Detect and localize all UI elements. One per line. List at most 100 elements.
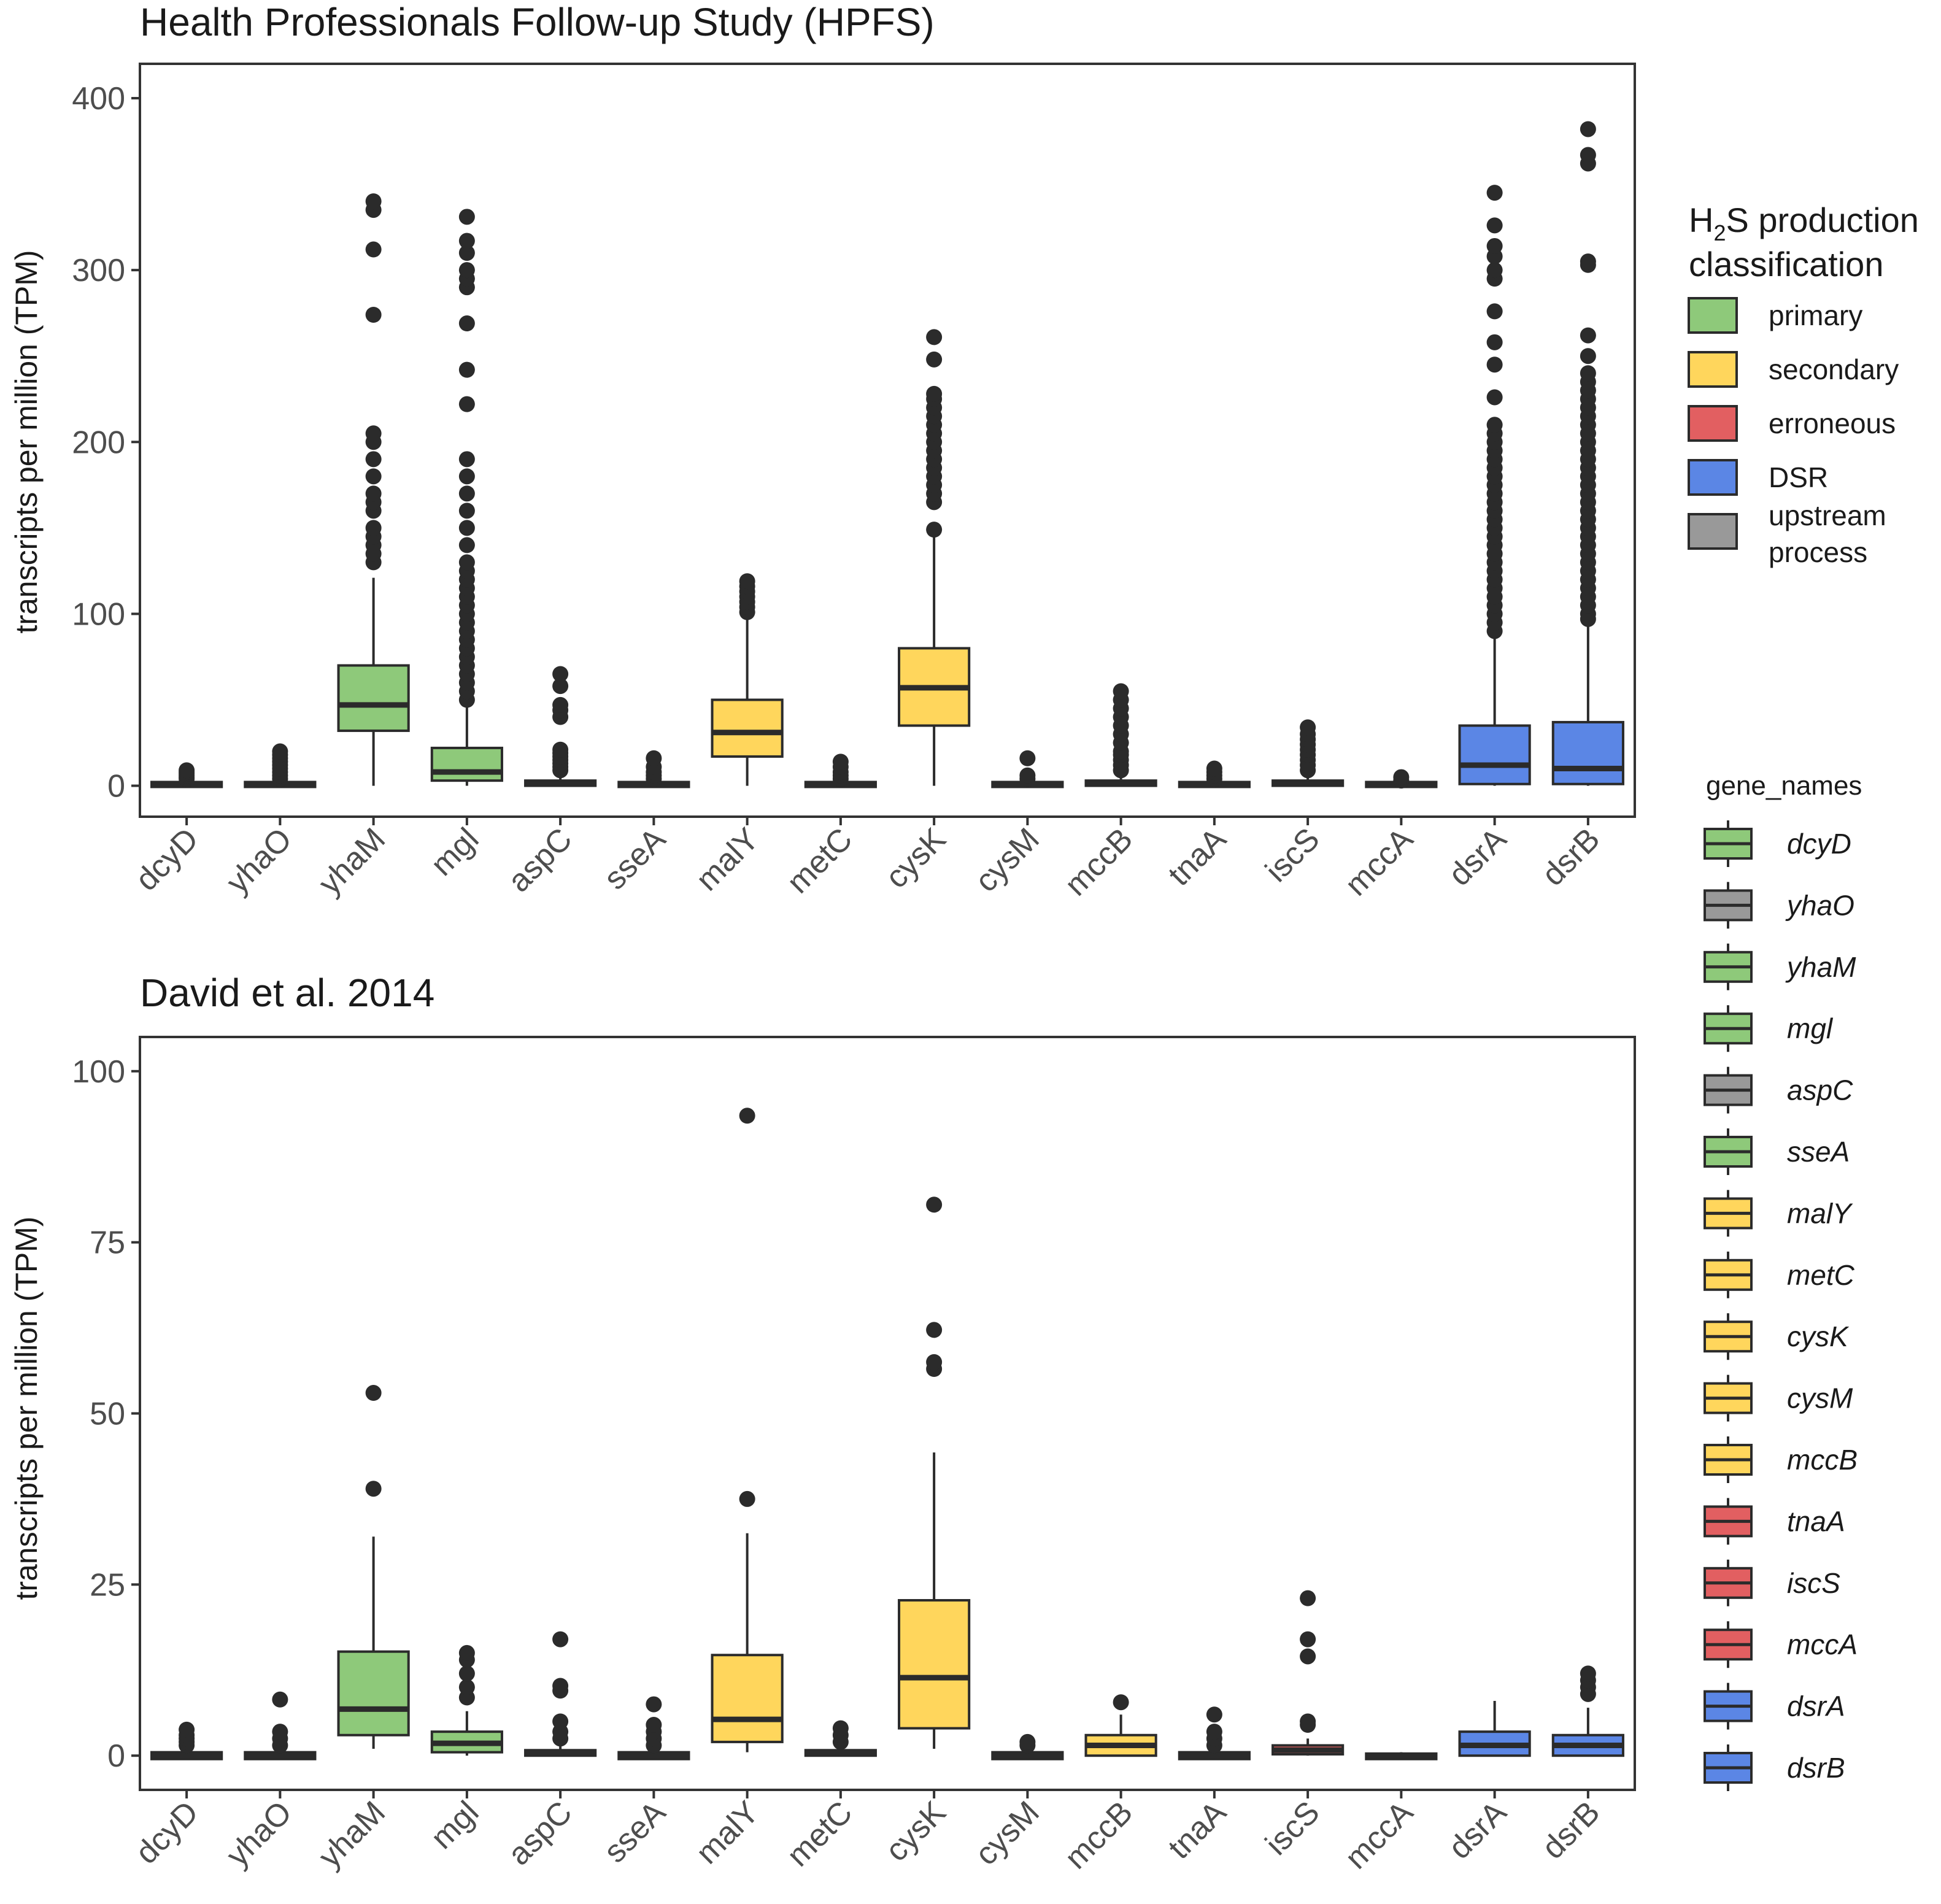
box-dsrA [1458,185,1531,786]
legend-item-aspC: aspC [1704,1066,1853,1114]
legend-label: primary [1769,299,1862,331]
box-sseA [617,1696,690,1760]
legend-item-mccA: mccA [1704,1621,1858,1668]
outlier-point [365,468,382,485]
box-mgl [430,209,503,786]
x-tick-label: malY [689,1794,766,1871]
box-plot-series [150,121,1624,789]
box-dsrA [1458,1700,1531,1757]
box-cysM [991,1733,1064,1760]
outlier-point [458,245,475,261]
outlier-point [646,1696,662,1713]
outlier-point [272,743,288,760]
x-tick-label: iscS [1259,821,1326,888]
x-tick-label: tnaA [1162,1794,1233,1866]
legend-item-DSR: DSR [1688,459,1828,496]
outlier-point [1580,121,1596,137]
outlier-point [1580,365,1596,382]
outlier-point [646,1717,662,1733]
box-dcyD [150,1721,223,1760]
box-metC [804,1720,877,1757]
y-axis-label: transcripts per million (TPM) [9,250,44,633]
outlier-point [1300,1590,1316,1606]
box-dsrB [1551,1665,1624,1757]
outlier-point [1206,1724,1222,1740]
legend-label: mgl [1787,1012,1834,1044]
panel-title: Health Professionals Follow-up Study (HP… [140,0,935,44]
x-tick-labels: dcyD yhaO yhaM mgl aspC sseA malY metC cysK cysM m… [129,1790,1607,1876]
legend-label: malY [1787,1197,1853,1229]
x-tick-label: mccB [1058,1794,1140,1876]
panel-hpfs: Health Professionals Follow-up Study (HP… [9,0,1636,903]
outlier-point [1300,1648,1316,1665]
x-tick-label: dsrA [1441,821,1513,893]
x-tick-label: metC [780,821,859,900]
outlier-point [365,307,382,323]
legend-label: erroneous [1769,407,1896,439]
outlier-point [1580,327,1596,344]
legend-title: H2S production [1689,201,1919,245]
legend-item-sseA: sseA [1704,1128,1850,1175]
x-tick-label: aspC [501,821,579,899]
legend-label: tnaA [1787,1505,1845,1537]
legend-label: DSR [1769,461,1828,493]
outlier-point [1486,303,1503,320]
box-tnaA [1178,1706,1251,1760]
y-tick-label: 300 [72,253,125,288]
y-tick-label: 50 [90,1397,125,1432]
x-tick-label: yhaO [220,821,299,900]
box-metC [804,754,877,788]
x-tick-label: mccA [1338,821,1420,903]
box-aspC [524,666,597,787]
box-mccA [1365,1752,1438,1760]
outlier-point [365,451,382,468]
x-tick-label: metC [780,1794,859,1873]
outlier-point [926,329,943,345]
outlier-point [1019,750,1036,766]
outlier-point [1393,769,1410,785]
x-tick-label: dcyD [129,821,206,898]
outlier-point [458,233,475,249]
outlier-point [458,554,475,571]
box-mccB [1084,1694,1157,1757]
box-dcyD [150,762,223,788]
outlier-point [458,1679,475,1695]
outlier-point [1206,760,1222,777]
legend-swatch [1688,459,1738,496]
x-tick-label: mgl [424,821,485,882]
x-tick-label: malY [689,821,766,898]
legend-item-metC: metC [1704,1251,1855,1298]
x-tick-label: tnaA [1162,821,1233,893]
x-tick-label: yhaM [312,821,392,901]
x-tick-label: yhaO [220,1794,299,1873]
outlier-point [458,1665,475,1682]
outlier-point [458,262,475,279]
legend-item-dsrB: dsrB [1704,1744,1845,1791]
outlier-point [458,315,475,332]
legend-gene-names: gene_names dcyD yhaO yhaM mgl aspC sseA malY me… [1704,771,1862,1791]
outlier-point [1300,1713,1316,1730]
box-iqr [337,664,410,732]
outlier-point [1580,348,1596,364]
outlier-point [179,762,195,779]
outlier-point [1486,389,1503,406]
outlier-point [365,193,382,210]
outlier-point [646,750,662,766]
box-iscS [1271,1590,1345,1756]
outlier-point [1486,217,1503,234]
outlier-point [1486,417,1503,433]
y-tick-label: 200 [72,425,125,460]
box-iqr [1551,720,1624,785]
box-iqr [430,746,503,782]
legend-label: dcyD [1787,828,1851,860]
box-sseA [617,750,690,788]
legend-label: cysK [1787,1320,1850,1352]
outlier-point [926,1322,943,1338]
legend-item-dsrA: dsrA [1704,1682,1845,1730]
outlier-point [458,503,475,519]
box-cysK [898,1197,971,1749]
legend-item-tnaA: tnaA [1704,1498,1845,1545]
outlier-point [1486,262,1503,279]
legend-item-cysM: cysM [1704,1374,1853,1422]
